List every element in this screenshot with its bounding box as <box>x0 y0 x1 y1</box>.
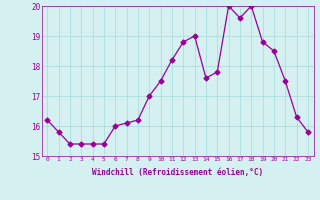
X-axis label: Windchill (Refroidissement éolien,°C): Windchill (Refroidissement éolien,°C) <box>92 168 263 177</box>
